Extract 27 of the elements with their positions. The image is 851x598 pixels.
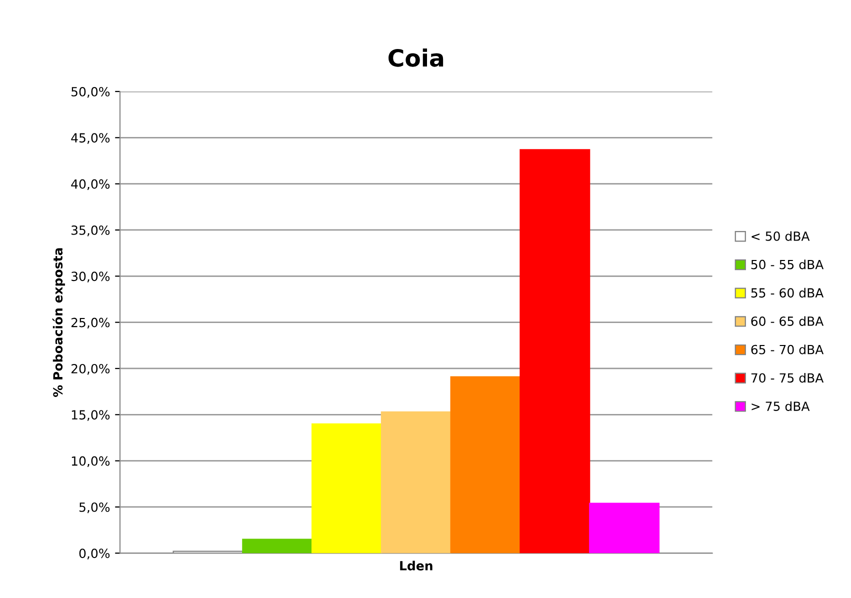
legend-label: < 50 dBA: [752, 231, 810, 241]
bar: [312, 423, 382, 554]
y-tick-label: 40,0%: [71, 179, 110, 190]
y-tick-label: 50,0%: [72, 86, 110, 98]
legend-label: 70 - 75 dBA: [751, 372, 824, 383]
y-tick-label: 20,0%: [71, 364, 110, 375]
bar: [450, 376, 521, 554]
y-tick-label: 0,0%: [79, 548, 110, 560]
y-tick-label: 30,0%: [72, 272, 110, 282]
legend-label: 55 - 60 dBA: [751, 288, 824, 298]
y-tick-label: 45,0%: [71, 133, 110, 144]
y-axis-title: % Poboación exposta: [52, 248, 66, 397]
legend-label: 50 - 55 dBA: [751, 260, 824, 270]
x-axis-title: Lden: [400, 560, 432, 570]
y-tick-label: 10,0%: [72, 456, 110, 468]
y-tick-label: 15,0%: [72, 410, 110, 421]
bar: [520, 149, 590, 554]
bar: [380, 411, 452, 554]
bar: [589, 502, 660, 554]
chart-title: Coia: [388, 48, 444, 67]
y-tick-label: 35,0%: [72, 225, 110, 236]
y-tick-label: 5,0%: [79, 502, 110, 514]
legend-label: 60 - 65 dBA: [751, 316, 824, 326]
y-tick-label: 25,0%: [71, 318, 110, 329]
bar: [242, 538, 313, 554]
legend-label: > 75 dBA: [752, 401, 810, 411]
legend-label: 65 - 70 dBA: [751, 344, 824, 354]
